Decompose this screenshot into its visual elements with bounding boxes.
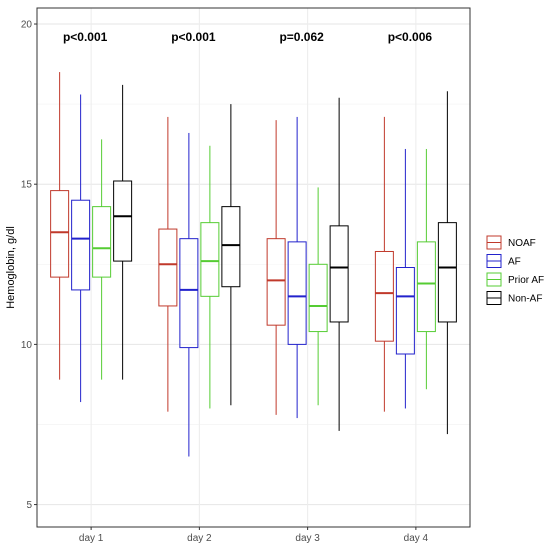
box-prior-af-day-2 xyxy=(200,145,220,409)
boxplots xyxy=(50,72,457,457)
box-af-day-3 xyxy=(287,116,307,419)
box-noaf-day-4 xyxy=(374,116,394,412)
legend-label: AF xyxy=(508,257,521,268)
legend-item-prior-af: Prior AF xyxy=(486,272,544,287)
p-value-day-4: p<0.006 xyxy=(388,30,433,44)
x-axis: day 1 day 2 day 3 day 4 xyxy=(79,527,429,544)
box-iqr xyxy=(266,238,286,326)
y-tick-label-5: 5 xyxy=(26,500,32,511)
box-prior-af-day-3 xyxy=(308,187,328,406)
x-tick-label-day-3: day 3 xyxy=(295,533,320,544)
box-iqr xyxy=(287,241,307,345)
box-iqr xyxy=(308,263,328,333)
y-axis: 5 10 15 20 xyxy=(21,20,37,511)
box-iqr xyxy=(179,238,199,349)
legend-item-af: AF xyxy=(486,254,521,268)
p-value-day-3: p=0.062 xyxy=(279,30,324,44)
y-tick-label-10: 10 xyxy=(21,340,33,351)
y-tick-label-20: 20 xyxy=(21,20,33,31)
box-iqr xyxy=(416,241,436,333)
box-iqr xyxy=(437,222,457,323)
box-iqr xyxy=(221,206,241,288)
y-axis-title: Hemoglobin, g/dl xyxy=(5,226,17,309)
y-tick-label-15: 15 xyxy=(21,180,33,191)
legend-item-noaf: NOAF xyxy=(486,235,536,250)
legend-label: Prior AF xyxy=(508,275,544,286)
box-iqr xyxy=(374,250,394,342)
legend-item-non-af: Non-AF xyxy=(486,291,542,305)
x-tick-label-day-4: day 4 xyxy=(404,533,429,544)
box-noaf-day-1 xyxy=(50,72,70,380)
box-non-af-day-1 xyxy=(113,84,133,380)
box-af-day-1 xyxy=(71,94,91,403)
legend-label: Non-AF xyxy=(508,294,542,305)
p-value-day-2: p<0.001 xyxy=(171,30,216,44)
legend-label: NOAF xyxy=(508,238,536,249)
box-iqr xyxy=(158,228,178,307)
box-af-day-4 xyxy=(395,148,415,409)
x-tick-label-day-2: day 2 xyxy=(187,533,212,544)
box-iqr xyxy=(71,199,91,291)
legend: NOAF AF Prior AF Non-AF xyxy=(486,235,544,305)
box-iqr xyxy=(200,222,220,297)
box-non-af-day-2 xyxy=(221,104,241,406)
box-iqr xyxy=(329,225,349,323)
box-non-af-day-3 xyxy=(329,97,349,431)
box-iqr xyxy=(113,180,133,262)
box-af-day-2 xyxy=(179,132,199,457)
box-noaf-day-2 xyxy=(158,116,178,412)
x-tick-label-day-1: day 1 xyxy=(79,533,104,544)
box-iqr xyxy=(92,206,112,278)
panel-border xyxy=(36,7,471,528)
box-prior-af-day-4 xyxy=(416,148,436,390)
p-values: p<0.001 p<0.001 p=0.062 p<0.006 xyxy=(63,30,432,44)
box-iqr xyxy=(395,267,415,355)
box-non-af-day-4 xyxy=(437,91,457,435)
box-noaf-day-3 xyxy=(266,120,286,415)
box-iqr xyxy=(50,190,70,278)
box-prior-af-day-1 xyxy=(92,139,112,380)
p-value-day-1: p<0.001 xyxy=(63,30,108,44)
gridlines xyxy=(37,8,470,527)
